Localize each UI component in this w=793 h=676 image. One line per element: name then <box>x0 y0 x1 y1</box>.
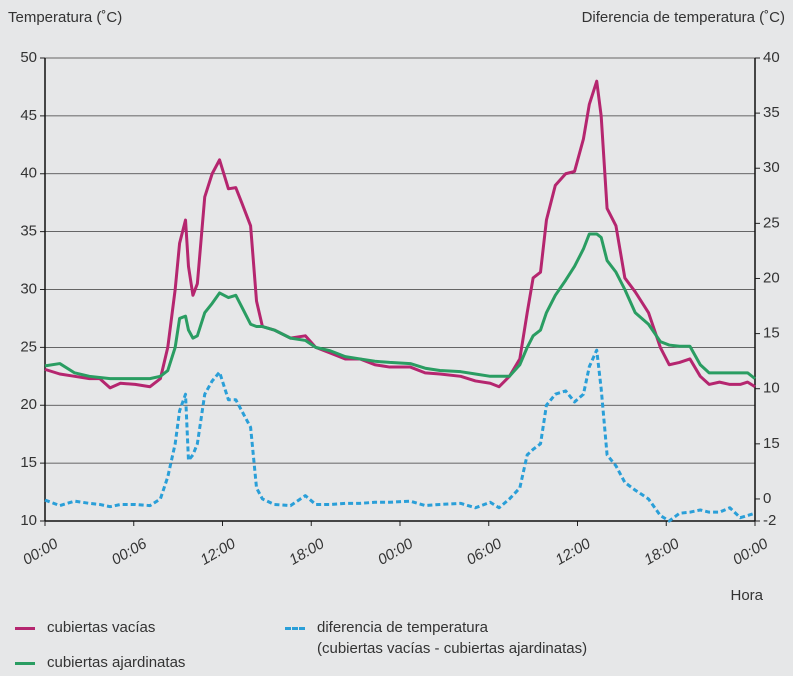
x-tick-label: 18:00 <box>286 535 328 569</box>
y-tick-label: 25 <box>20 338 37 355</box>
y2-tick-label: 0 <box>763 490 771 507</box>
legend-item: cubiertas ajardinatas <box>15 652 185 673</box>
legend-swatch <box>285 627 305 630</box>
legend-label: cubiertas ajardinatas <box>47 654 186 671</box>
y2-tick-label: 25 <box>763 214 780 231</box>
y2-tick-label: 35 <box>763 104 780 121</box>
y-tick-label: 20 <box>20 396 37 413</box>
y-tick-label: 45 <box>20 107 37 124</box>
y2-tick-label: 15 <box>763 435 780 452</box>
y-tick-label: 15 <box>20 454 37 471</box>
x-tick-label: 12:00 <box>197 535 239 569</box>
legend-swatch <box>15 662 35 665</box>
chart: Temperatura (˚C) Diferencia de temperatu… <box>8 9 785 600</box>
x-tick-label: 00:00 <box>20 535 62 569</box>
y2-tick-label: 30 <box>763 159 780 176</box>
x-tick-label: 00:06 <box>109 535 151 569</box>
legend-item: cubiertas vacías <box>15 617 155 638</box>
y2-tick-label: 20 <box>763 269 780 286</box>
x-tick-label: 00:00 <box>730 535 772 569</box>
y-axis-label: Temperatura (˚C) <box>8 9 122 26</box>
y-tick-label: 40 <box>20 165 37 182</box>
series-line <box>44 79 756 390</box>
y2-tick-label: 40 <box>763 49 780 66</box>
y2-axis-label: Diferencia de temperatura (˚C) <box>582 9 785 26</box>
legend-swatch <box>15 627 35 630</box>
x-tick-label: 00:00 <box>375 535 417 569</box>
legend-item: diferencia de temperatura (cubiertas vac… <box>285 617 587 659</box>
y-tick-label: 35 <box>20 223 37 240</box>
y2-tick-label: 10 <box>763 380 780 397</box>
x-tick-label: 06:00 <box>464 535 506 569</box>
y-tick-label: 30 <box>20 280 37 297</box>
x-axis-label: Hora <box>730 587 763 600</box>
legend-label: cubiertas vacías <box>47 619 156 636</box>
x-tick-label: 18:00 <box>641 535 683 569</box>
series-line <box>44 348 756 523</box>
x-tick-label: 12:00 <box>552 535 594 569</box>
legend-label: diferencia de temperatura (cubiertas vac… <box>317 619 588 657</box>
y2-tick-label: 15 <box>763 325 780 342</box>
series-line <box>44 232 756 381</box>
y2-tick-label: -2 <box>763 512 776 529</box>
y-tick-label: 50 <box>20 49 37 66</box>
y-tick-label: 10 <box>20 512 37 529</box>
